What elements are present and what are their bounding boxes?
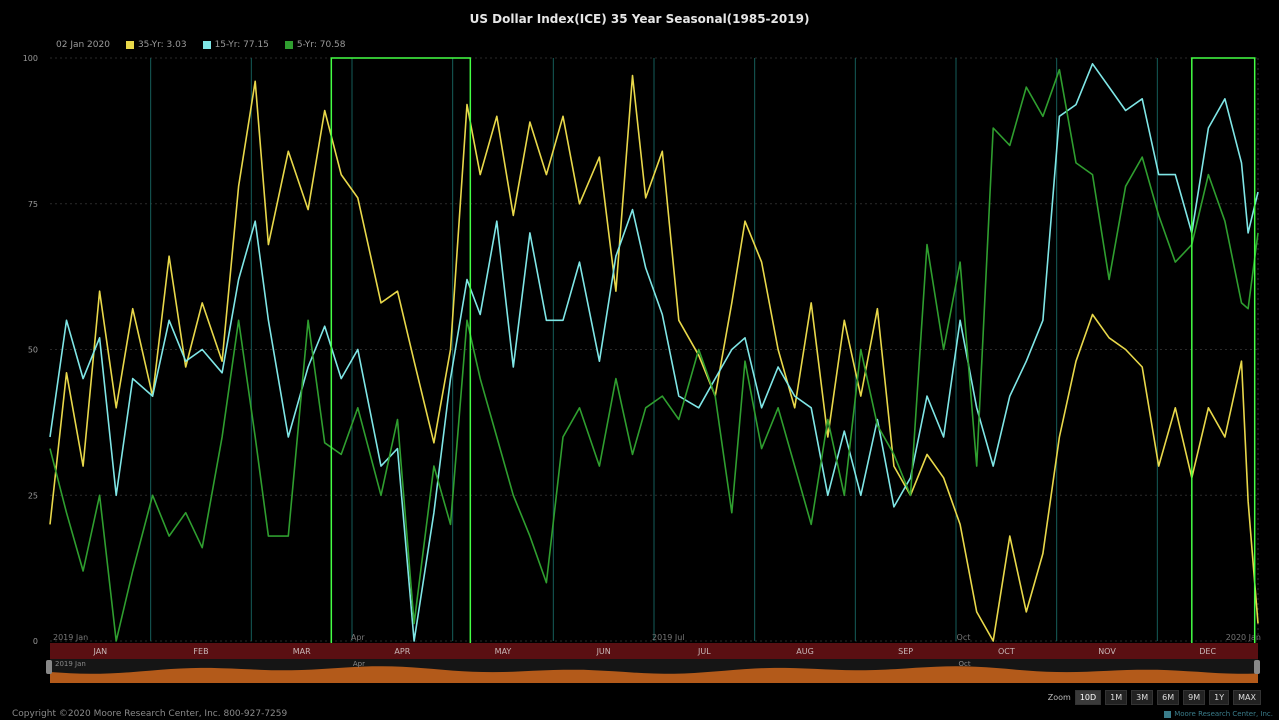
series-line-35-yr	[49, 74, 1259, 642]
axis-marker: Oct	[957, 633, 971, 642]
month-label: JAN	[92, 647, 107, 656]
y-tick-label: 100	[23, 54, 38, 63]
axis-marker: 2019 Jul	[652, 633, 685, 642]
navigator-handle-right	[1254, 660, 1260, 674]
credit-link[interactable]: Moore Research Center, Inc.	[1164, 710, 1273, 718]
navigator-marker: 2019 Jan	[55, 660, 86, 668]
legend: 02 Jan 2020 35-Yr: 3.03 15-Yr: 77.15 5-Y…	[56, 40, 346, 50]
range-navigator[interactable]: 2019 Jan Apr Oct	[46, 659, 1260, 683]
navigator-marker: Apr	[353, 660, 365, 668]
y-tick-label: 0	[33, 637, 38, 646]
zoom-button-max[interactable]: MAX	[1233, 690, 1261, 705]
y-tick-label: 50	[28, 346, 38, 355]
axis-marker: 2019 Jan	[53, 633, 88, 642]
chart-title: US Dollar Index(ICE) 35 Year Seasonal(19…	[469, 12, 810, 26]
zoom-button-1y[interactable]: 1Y	[1209, 690, 1230, 705]
month-label: DEC	[1199, 647, 1216, 656]
logo-icon	[1164, 710, 1172, 718]
credit-label: Moore Research Center, Inc.	[1174, 710, 1273, 718]
month-label: SEP	[898, 647, 913, 656]
navigator-area	[50, 666, 1258, 683]
month-band: JAN FEB MAR APR MAY JUN JUL AUG SEP OCT NOV DEC	[50, 643, 1258, 659]
legend-date: 02 Jan 2020	[56, 40, 110, 50]
series-layer	[49, 62, 1259, 642]
month-label: APR	[394, 647, 410, 656]
month-label: MAR	[293, 647, 311, 656]
month-label: FEB	[193, 647, 208, 656]
series-line-15-yr	[49, 62, 1259, 642]
axis-marker: 2020 Jan	[1226, 633, 1261, 642]
copyright-text: Copyright ©2020 Moore Research Center, I…	[12, 709, 288, 719]
legend-label-15yr: 15-Yr: 77.15	[214, 40, 269, 50]
legend-item-5yr: 5-Yr: 70.58	[284, 40, 346, 50]
zoom-button-3m[interactable]: 3M	[1131, 690, 1154, 705]
y-axis: 0 25 50 75 100 2019 Jan Apr 2019 Jul Oct 2020 Jan	[23, 54, 1261, 646]
legend-item-35yr: 35-Yr: 3.03	[125, 40, 187, 50]
navigator-marker: Oct	[959, 660, 971, 668]
zoom-button-1m[interactable]: 1M	[1105, 690, 1128, 705]
y-tick-label: 25	[28, 491, 38, 500]
y-tick-label: 75	[28, 200, 38, 209]
navigator-handle-left	[46, 660, 52, 674]
month-label: AUG	[796, 647, 814, 656]
zoom-label: Zoom	[1047, 693, 1071, 702]
month-label: OCT	[998, 647, 1015, 656]
zoom-button-9m[interactable]: 9M	[1183, 690, 1206, 705]
legend-swatch-5yr	[284, 41, 293, 49]
month-label: JUL	[697, 647, 711, 656]
legend-label-35yr: 35-Yr: 3.03	[137, 40, 187, 50]
legend-item-15yr: 15-Yr: 77.15	[202, 40, 269, 50]
legend-label-5yr: 5-Yr: 70.58	[296, 40, 346, 50]
month-label: MAY	[495, 647, 512, 656]
month-label: NOV	[1098, 647, 1116, 656]
zoom-controls: Zoom 10D 1M 3M 6M 9M 1Y MAX	[1048, 690, 1261, 705]
legend-swatch-35yr	[125, 41, 134, 49]
zoom-button-6m[interactable]: 6M	[1157, 690, 1180, 705]
zoom-button-10d[interactable]: 10D	[1074, 690, 1102, 705]
axis-marker: Apr	[351, 633, 366, 642]
month-label: JUN	[596, 647, 611, 656]
series-line-5-yr	[49, 68, 1259, 642]
legend-swatch-15yr	[202, 41, 211, 49]
month-band-bg	[50, 643, 1258, 659]
